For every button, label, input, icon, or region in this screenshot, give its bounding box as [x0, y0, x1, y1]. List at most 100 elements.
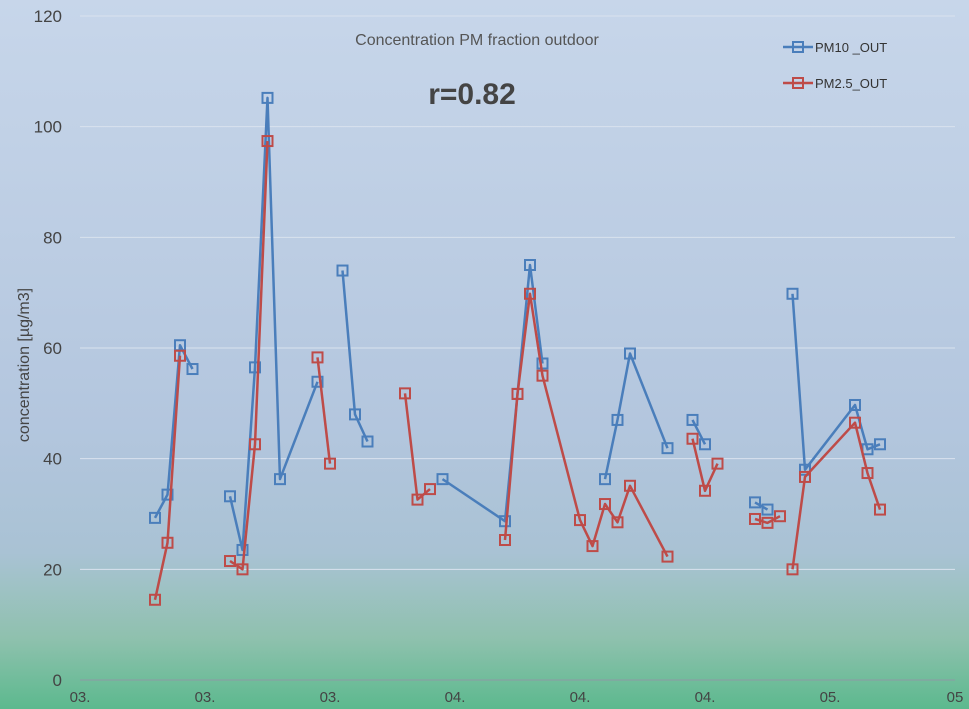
y-axis-label: concentration [µg/m3]	[16, 288, 33, 442]
data-point-marker	[661, 442, 674, 455]
data-point-marker	[786, 287, 799, 300]
data-point-marker	[524, 287, 536, 300]
data-point-marker	[624, 479, 636, 492]
data-point-marker	[774, 510, 786, 523]
series-line	[603, 352, 669, 480]
series-1	[149, 135, 886, 606]
data-point-marker	[236, 543, 249, 556]
data-point-marker	[686, 413, 699, 426]
data-point-marker	[699, 484, 711, 497]
data-point-marker	[424, 483, 436, 496]
data-point-marker	[874, 503, 886, 516]
data-point-marker	[524, 259, 536, 271]
y-tick-label: 80	[43, 228, 62, 247]
data-point-marker	[224, 490, 236, 503]
data-point-marker	[149, 593, 161, 606]
data-point-marker	[311, 375, 324, 388]
data-point-marker	[761, 503, 774, 516]
plot-area	[149, 91, 886, 606]
y-tick-label: 120	[34, 7, 62, 26]
legend-marker	[792, 77, 804, 89]
gridlines	[80, 15, 955, 681]
data-point-marker	[849, 398, 861, 411]
legend-label: PM2.5_OUT	[815, 76, 887, 91]
y-tick-label: 20	[43, 560, 62, 579]
data-point-marker	[611, 413, 624, 426]
x-tick-label: 04.	[695, 689, 716, 706]
series-line	[791, 421, 882, 570]
legend: PM10 _OUT PM2.5_OUT	[783, 40, 887, 91]
data-point-marker	[186, 363, 199, 376]
x-tick-label: 03.	[70, 689, 91, 706]
data-point-marker	[236, 563, 249, 576]
data-point-marker	[761, 516, 774, 529]
series-line	[341, 270, 369, 443]
data-point-marker	[224, 555, 236, 568]
x-axis-ticks: 03. 03. 03. 04. 04. 04. 05. 05	[70, 689, 964, 706]
data-point-marker	[411, 493, 424, 506]
data-point-marker	[274, 473, 286, 486]
data-point-marker	[749, 496, 761, 509]
y-tick-label: 0	[53, 671, 62, 690]
data-point-marker	[799, 470, 811, 483]
data-point-marker	[536, 369, 549, 382]
data-point-marker	[161, 536, 174, 549]
y-tick-label: 40	[43, 450, 62, 469]
x-tick-label: 04.	[445, 689, 466, 706]
legend-label: PM10 _OUT	[815, 40, 887, 55]
data-point-marker	[849, 416, 861, 429]
data-point-marker	[699, 438, 711, 451]
series-line	[153, 355, 182, 601]
x-tick-label: 05.	[820, 689, 841, 706]
legend-marker	[792, 41, 804, 53]
x-tick-label: 04.	[570, 689, 591, 706]
y-tick-label: 60	[43, 339, 62, 358]
data-point-marker	[624, 347, 636, 360]
data-point-marker	[399, 387, 411, 400]
data-point-marker	[661, 550, 674, 563]
data-point-marker	[861, 467, 874, 480]
data-point-marker	[336, 264, 349, 277]
data-point-marker	[361, 435, 374, 448]
series-line	[691, 419, 707, 445]
data-point-marker	[261, 135, 274, 148]
x-tick-label: 03.	[320, 689, 341, 706]
data-point-marker	[261, 91, 274, 104]
series-line	[228, 96, 319, 552]
data-point-marker	[436, 473, 449, 486]
x-tick-label: 03.	[195, 689, 216, 706]
data-point-marker	[149, 511, 161, 524]
data-point-marker	[599, 498, 611, 511]
series-line	[153, 343, 194, 519]
data-point-marker	[749, 512, 761, 525]
series-line	[229, 141, 269, 571]
x-tick-label: 05	[947, 689, 964, 706]
y-tick-label: 100	[34, 118, 62, 137]
data-point-marker	[311, 351, 324, 364]
data-point-marker	[574, 514, 586, 527]
data-point-marker	[711, 457, 724, 470]
data-point-marker	[249, 361, 261, 374]
data-point-marker	[511, 387, 524, 400]
data-point-marker	[686, 432, 699, 445]
data-point-marker	[786, 563, 799, 576]
data-point-marker	[611, 516, 624, 529]
data-point-marker	[174, 349, 186, 362]
series-line	[754, 501, 769, 511]
data-point-marker	[874, 438, 886, 451]
data-point-marker	[249, 438, 261, 451]
y-axis-ticks: 0 20 40 60 80 100 120	[34, 7, 62, 690]
series-line	[441, 263, 544, 523]
chart-title: Concentration PM fraction outdoor	[355, 32, 599, 49]
series-line	[503, 292, 669, 558]
data-point-marker	[599, 473, 611, 486]
data-point-marker	[349, 408, 361, 421]
data-point-marker	[324, 457, 336, 470]
series-line	[316, 357, 332, 464]
correlation-annotation: r=0.82	[428, 78, 516, 111]
data-point-marker	[499, 534, 511, 547]
data-point-marker	[586, 540, 599, 553]
series-line	[691, 438, 719, 493]
data-point-marker	[161, 488, 174, 501]
